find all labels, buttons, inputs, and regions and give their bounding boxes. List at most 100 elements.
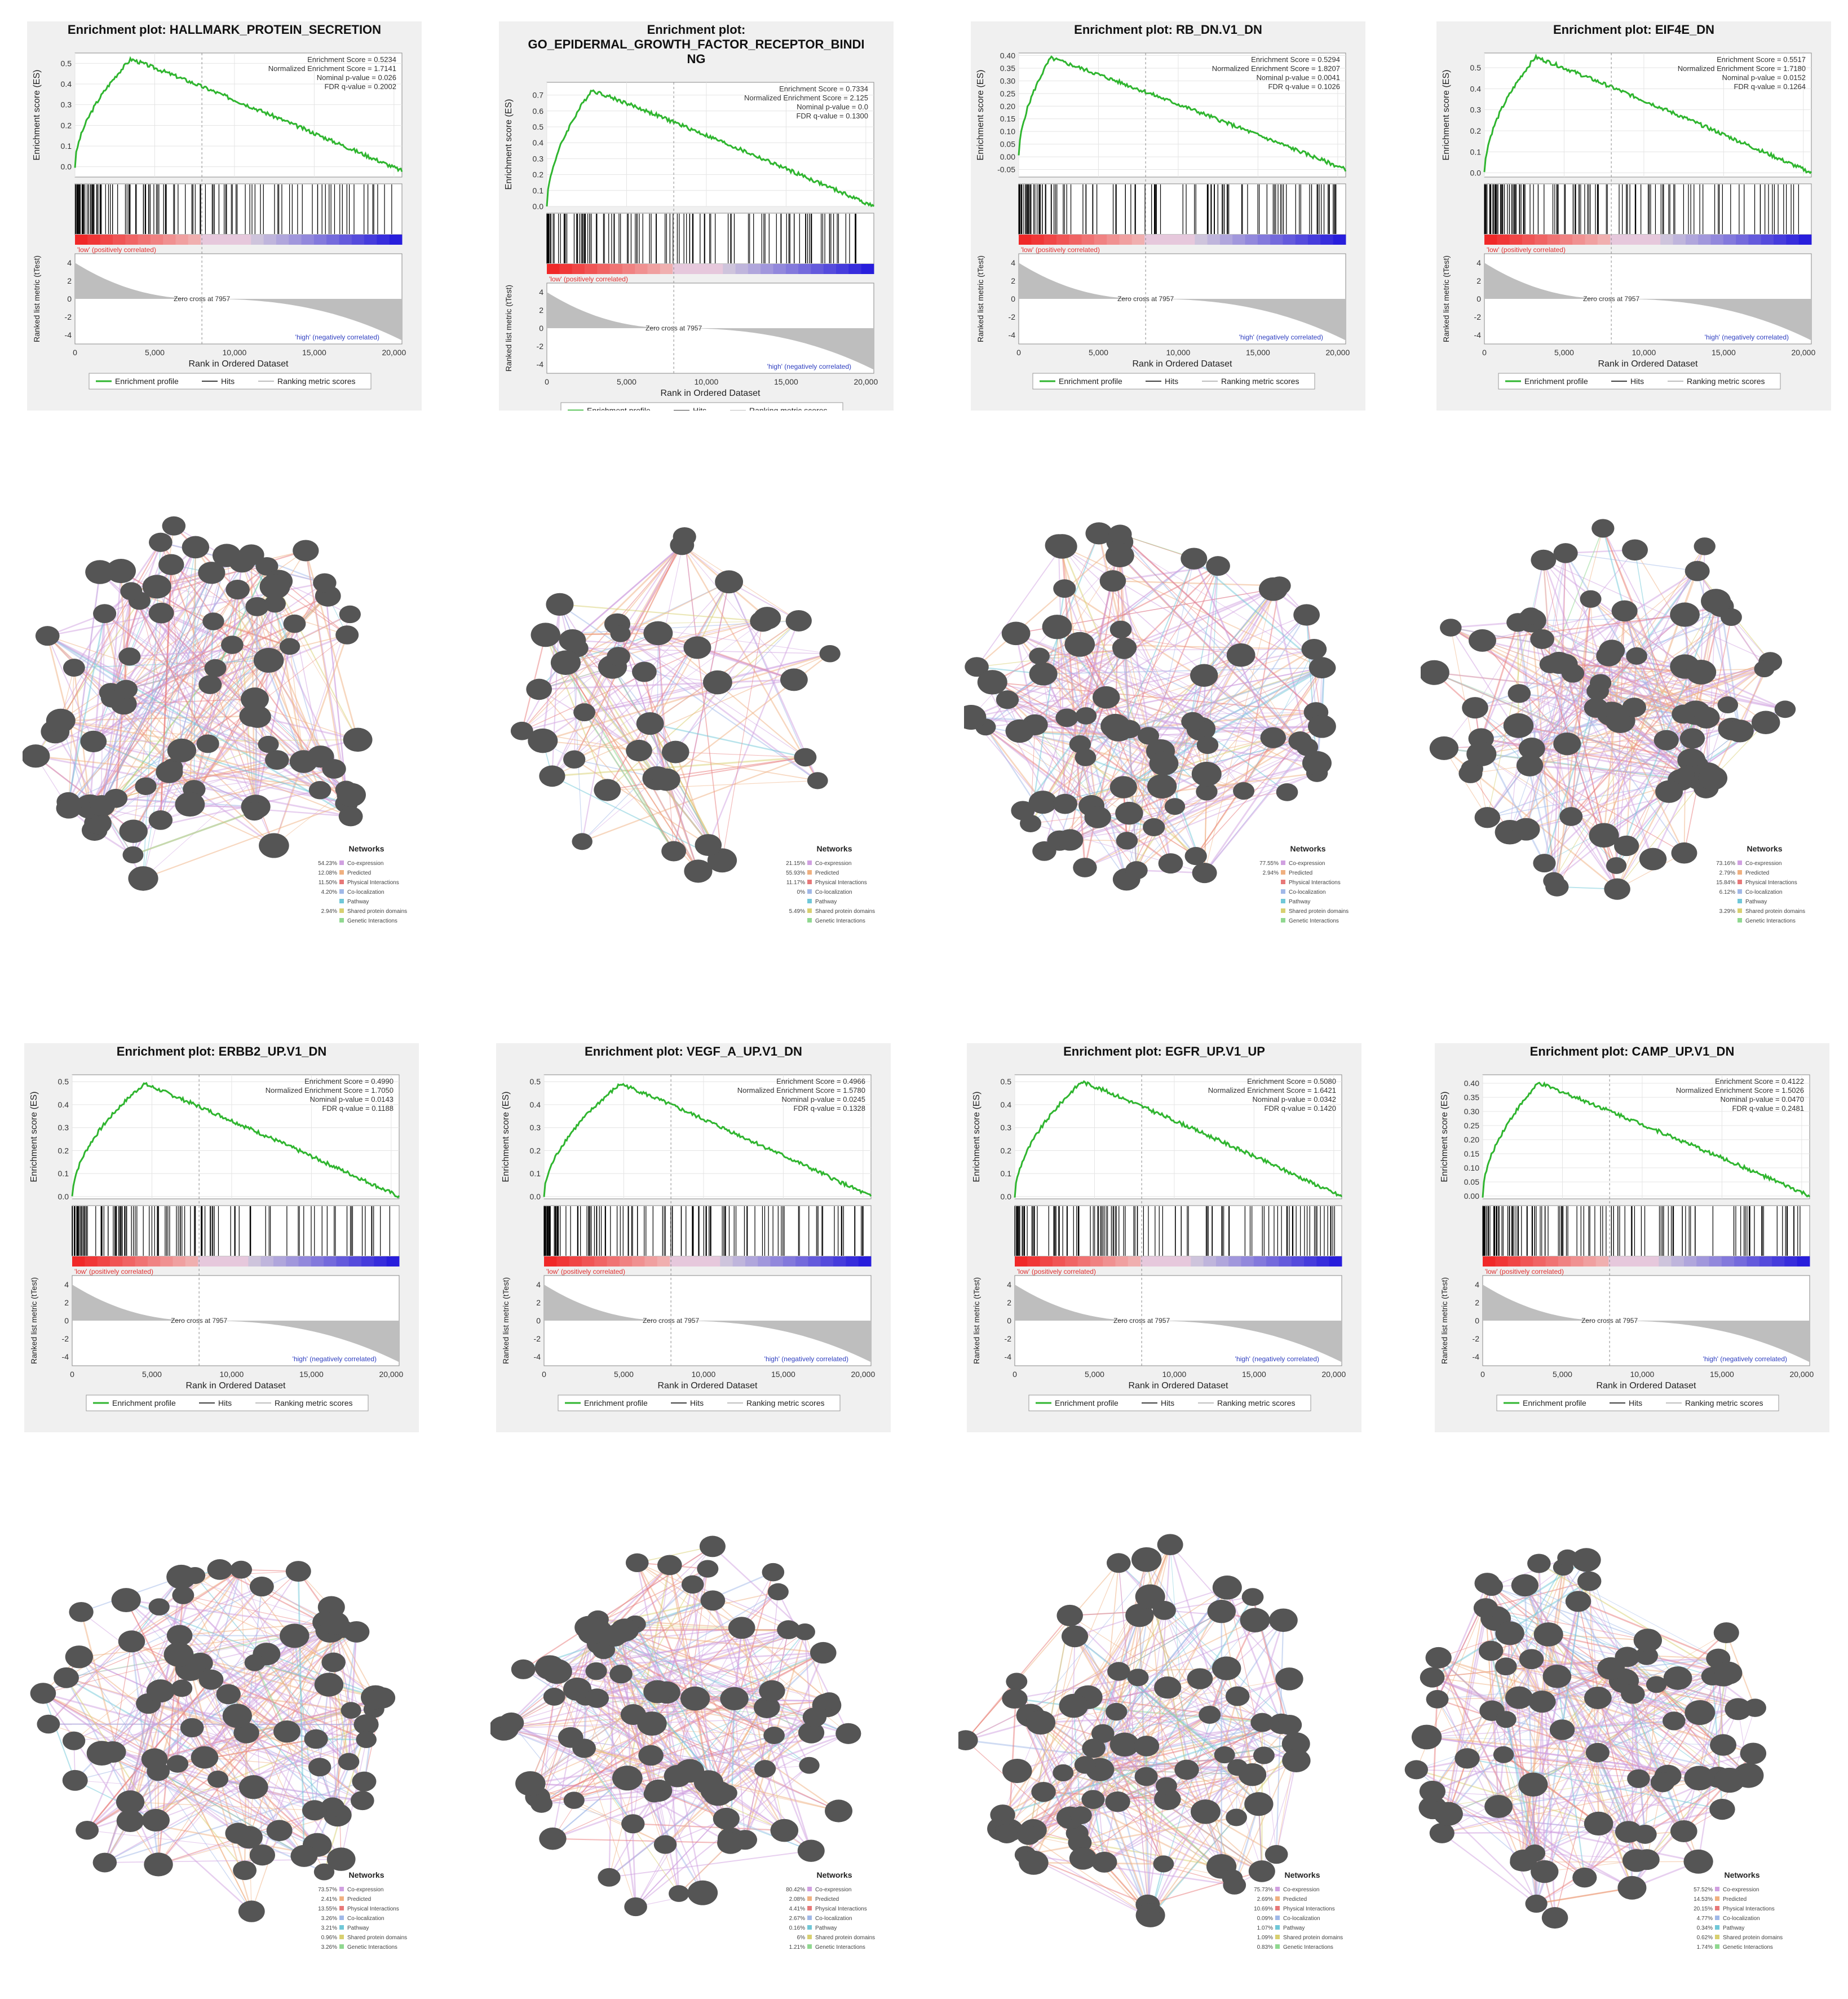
gene-node (1227, 643, 1255, 667)
rank-axis-label: Ranked list metric (tTest) (976, 255, 985, 342)
color-bar-segment (223, 1256, 236, 1267)
gene-node (120, 582, 142, 600)
gene-node (697, 1560, 718, 1577)
color-bar-segment (1508, 1256, 1521, 1267)
gene-node (46, 709, 76, 733)
gsea-svg: Enrichment plot:GO_EPIDERMAL_GROWTH_FACT… (499, 21, 894, 411)
gene-node (1775, 700, 1796, 718)
gene-node (1199, 1706, 1221, 1724)
gene-node (1223, 1876, 1246, 1894)
gene-node (1312, 659, 1336, 678)
es-tick-label: 0.4 (533, 138, 544, 147)
network-svg: Networks21.15%Co-expression55.93%Predict… (490, 485, 896, 970)
gene-node (63, 1770, 88, 1791)
stat-text: FDR q-value = 0.1328 (793, 1104, 865, 1113)
gene-node (23, 744, 50, 767)
gene-node (1517, 754, 1543, 776)
gene-node (1462, 697, 1488, 718)
gene-node (175, 792, 205, 817)
gene-node (1518, 1772, 1548, 1797)
gene-node (1053, 1764, 1073, 1781)
x-axis-label: Rank in Ordered Dataset (1597, 1381, 1697, 1391)
legend-profile-label: Enrichment profile (1059, 377, 1122, 386)
gene-node (1113, 641, 1135, 659)
gene-node (1250, 1713, 1274, 1732)
gene-node (1165, 798, 1185, 815)
gene-node (1714, 1768, 1745, 1793)
gsea-plot-2: Enrichment plot:GO_EPIDERMAL_GROWTH_FACT… (499, 21, 894, 411)
gene-node (780, 668, 808, 691)
gene-node (191, 1746, 219, 1769)
gene-node (551, 650, 581, 675)
rank-tick-label: 4 (1007, 1280, 1011, 1289)
network-legend-swatch (1738, 908, 1742, 913)
gene-node (293, 540, 319, 561)
gene-node (166, 1565, 196, 1589)
gene-node (290, 750, 317, 773)
high-label: 'high' (negatively correlated) (1239, 333, 1323, 341)
gene-node (142, 1809, 170, 1832)
gene-node (207, 1559, 233, 1580)
gene-node (63, 659, 85, 677)
color-bar-segment (657, 1256, 670, 1267)
gene-node (1621, 1684, 1645, 1704)
rank-tick-label: 2 (67, 276, 72, 285)
zero-cross-label: Zero cross at 7957 (1117, 295, 1174, 303)
gene-node (611, 1618, 639, 1641)
gsea-svg: Enrichment plot: RB_DN.V1_DN-0.050.000.0… (971, 21, 1365, 411)
gene-node (1108, 524, 1132, 544)
es-axis-label: Enrichment score (ES) (972, 1092, 982, 1182)
network-legend-label: Physical Interactions (1723, 1906, 1775, 1912)
network-svg: Networks77.55%Co-expression2.94%Predicte… (964, 485, 1370, 970)
stat-text: FDR q-value = 0.1188 (322, 1104, 394, 1113)
gene-node (636, 712, 664, 735)
es-tick-label: 0.2 (530, 1146, 541, 1155)
low-label: 'low' (positively correlated) (1021, 246, 1100, 254)
gene-node (309, 781, 331, 799)
x-tick-label: 10,000 (223, 348, 247, 357)
color-bar-segment (1094, 235, 1107, 245)
gene-node (819, 645, 840, 663)
rank-tick-label: 0 (539, 324, 543, 333)
color-bar-segment (1040, 1256, 1053, 1267)
x-tick-label: 15,000 (1712, 348, 1736, 357)
color-bar-segment (1497, 235, 1510, 245)
gene-node (90, 798, 112, 816)
gene-node (703, 670, 732, 694)
network-legend-swatch (339, 1935, 344, 1939)
color-bar-segment (1140, 1256, 1153, 1267)
color-bar-segment (594, 1256, 607, 1267)
rank-tick-label: -2 (537, 342, 544, 351)
gene-node (763, 1727, 785, 1744)
color-bar-segment (336, 1256, 349, 1267)
legend-profile-label: Enrichment profile (1523, 1398, 1586, 1407)
color-bar-segment (1797, 1256, 1810, 1267)
color-bar-segment (1182, 235, 1195, 245)
gene-node (1615, 1821, 1642, 1843)
network-legend-percent: 11.17% (786, 880, 805, 886)
gene-node (1214, 1746, 1235, 1763)
network-legend-percent: 15.84% (1716, 880, 1735, 886)
x-tick-label: 15,000 (302, 348, 326, 357)
color-bar-segment (1520, 1256, 1533, 1267)
color-bar-segment (1698, 235, 1711, 245)
gene-node (112, 1588, 141, 1612)
es-tick-label: 0.00 (1464, 1192, 1479, 1201)
gene-node (1125, 861, 1148, 879)
color-bar-segment (673, 264, 686, 274)
rank-tick-label: 0 (64, 1316, 69, 1325)
network-legend-swatch (807, 880, 812, 884)
color-bar-segment (1533, 1256, 1546, 1267)
gene-node (1069, 1847, 1097, 1870)
color-bar-segment (1535, 235, 1548, 245)
network-legend-label: Shared protein domains (1289, 908, 1349, 915)
es-tick-label: 0.5 (533, 122, 544, 131)
legend-metric-label: Ranking metric scores (749, 406, 828, 411)
gene-node (768, 1583, 789, 1600)
gene-node (1528, 1691, 1555, 1713)
network-legend-percent: 4.41% (789, 1906, 805, 1912)
gene-node (798, 1839, 825, 1861)
x-tick-label: 5,000 (142, 1370, 162, 1379)
color-bar-segment (125, 235, 138, 245)
